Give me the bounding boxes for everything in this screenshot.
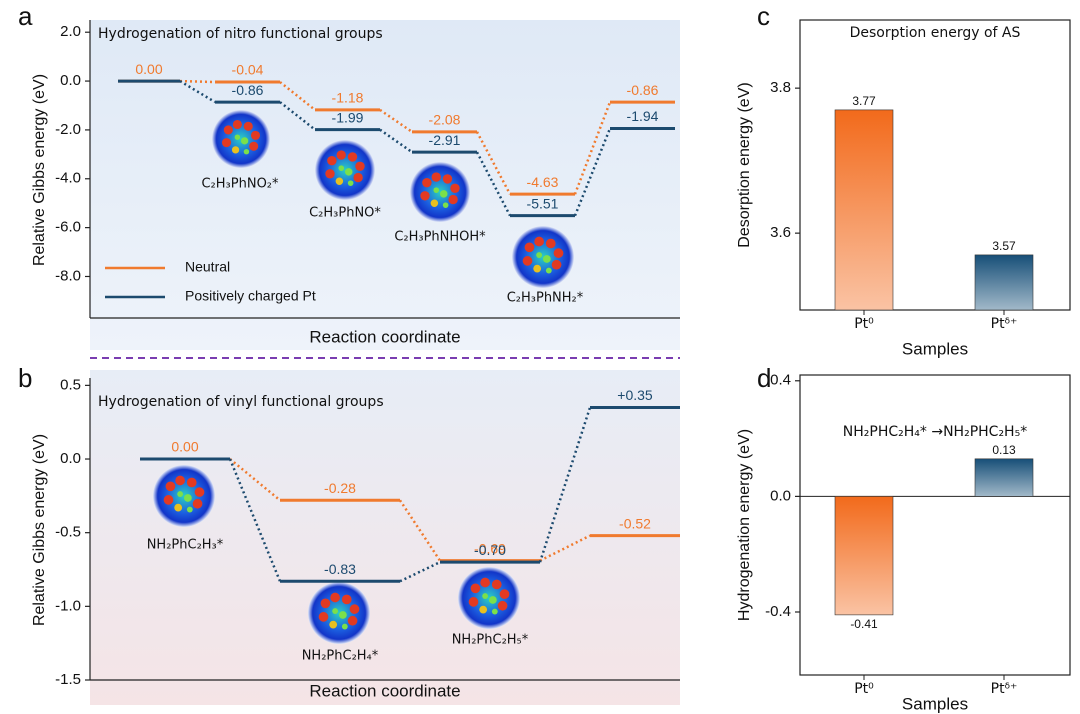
- bar: [834, 496, 894, 616]
- state-label: C₂H₃PhNHOH*: [394, 230, 486, 245]
- y-tick-label: 0.0: [770, 487, 791, 504]
- value-label: -4.63: [527, 174, 559, 190]
- value-label: -0.86: [627, 82, 659, 98]
- connector: [229, 458, 281, 502]
- molecule-image: [458, 567, 520, 629]
- connector: [379, 128, 413, 154]
- value-label: -1.94: [627, 108, 659, 124]
- x-tick-label: Pt⁰: [854, 316, 874, 332]
- panel-letter: b: [18, 363, 32, 393]
- value-label: -2.91: [429, 132, 461, 148]
- y-tick-label: -8.0: [55, 267, 81, 284]
- x-axis-label: Samples: [902, 339, 968, 358]
- connector: [398, 499, 442, 562]
- x-tick-label: Ptᵟ⁺: [991, 316, 1018, 332]
- molecule-image: [153, 465, 215, 527]
- value-label: +0.35: [617, 387, 653, 403]
- panel-letter: c: [757, 1, 770, 31]
- y-tick-label: -2.0: [55, 121, 81, 138]
- y-tick-label: 2.0: [60, 23, 81, 40]
- x-axis-label: Reaction coordinate: [309, 327, 460, 346]
- connector: [379, 108, 413, 133]
- y-tick-label: 0.4: [770, 372, 791, 389]
- state-label: NH₂PhC₂H₅*: [452, 633, 529, 648]
- value-label: 0.00: [135, 61, 162, 77]
- x-axis-label: Samples: [902, 694, 968, 713]
- chart-title: Desorption energy of AS: [850, 25, 1021, 41]
- connector: [179, 79, 216, 104]
- y-tick-label: -0.5: [55, 524, 81, 541]
- value-label: 3.57: [992, 239, 1016, 253]
- y-tick-label: -1.5: [55, 671, 81, 688]
- y-tick-label: 0.0: [60, 72, 81, 89]
- connector: [538, 407, 592, 563]
- y-axis-label: Desorption energy (eV): [736, 82, 753, 247]
- value-label: -0.41: [850, 617, 878, 631]
- state-label: C₂H₃PhNO₂*: [201, 177, 279, 192]
- panel-letter: d: [757, 363, 771, 393]
- connector: [475, 151, 512, 217]
- state-label: C₂H₃PhNH₂*: [507, 291, 584, 306]
- molecule-image: [512, 226, 574, 288]
- value-label: -0.04: [232, 62, 264, 78]
- value-label: -0.83: [324, 561, 356, 577]
- connector: [179, 79, 216, 84]
- y-axis-label: Relative Gibbs energy (eV): [31, 74, 48, 266]
- legend-label: Positively charged Pt: [185, 288, 316, 304]
- panel-background: [90, 370, 680, 705]
- value-label: 0.13: [992, 443, 1016, 457]
- chart-title: Hydrogenation of vinyl functional groups: [98, 394, 384, 410]
- value-label: -0.86: [232, 82, 264, 98]
- x-axis-label: Reaction coordinate: [309, 681, 460, 700]
- value-label: -0.69: [474, 540, 506, 556]
- bar: [834, 109, 894, 311]
- bar: [974, 458, 1034, 497]
- x-tick-label: Ptᵟ⁺: [991, 681, 1018, 697]
- connector: [573, 101, 612, 195]
- y-axis-label: Hydrogenation energy (eV): [736, 429, 753, 621]
- state-label: NH₂PhC₂H₃*: [147, 538, 224, 553]
- y-tick-label: 3.8: [770, 79, 791, 96]
- y-axis-label: Relative Gibbs energy (eV): [31, 434, 48, 626]
- x-tick-label: Pt⁰: [854, 681, 874, 697]
- plot-frame: [799, 19, 1071, 311]
- value-label: 3.77: [852, 94, 876, 108]
- bar: [974, 254, 1034, 311]
- connector: [573, 127, 612, 217]
- value-label: -1.18: [332, 90, 364, 106]
- connector: [228, 458, 282, 582]
- connector: [539, 534, 591, 562]
- chart-title: NH₂PHC₂H₄* →NH₂PHC₂H₅*: [843, 424, 1027, 440]
- value-label: -0.28: [324, 480, 356, 496]
- connector: [399, 561, 441, 583]
- value-label: -0.52: [619, 515, 651, 531]
- molecule-image: [212, 110, 270, 168]
- y-tick-label: -6.0: [55, 219, 81, 236]
- y-tick-label: 0.0: [60, 450, 81, 467]
- legend-label: Neutral: [185, 259, 230, 275]
- value-label: 0.00: [171, 439, 198, 455]
- molecule-image: [315, 140, 375, 200]
- panel-letter: a: [18, 1, 33, 31]
- y-tick-label: -0.4: [765, 603, 791, 620]
- y-tick-label: -4.0: [55, 170, 81, 187]
- y-tick-label: 0.5: [60, 376, 81, 393]
- state-label: C₂H₃PhNO*: [309, 206, 381, 221]
- molecule-image: [308, 582, 370, 644]
- chart-title: Hydrogenation of nitro functional groups: [98, 26, 383, 42]
- value-label: -5.51: [527, 195, 559, 211]
- plot-frame: [799, 374, 1071, 676]
- value-label: -2.08: [429, 112, 461, 128]
- value-label: -1.99: [332, 109, 364, 125]
- molecule-image: [410, 162, 470, 222]
- connector: [475, 131, 512, 195]
- value-label: -0.70: [474, 542, 506, 558]
- y-tick-label: 3.6: [770, 224, 791, 241]
- y-tick-label: -1.0: [55, 597, 81, 614]
- state-label: NH₂PhC₂H₄*: [302, 649, 379, 664]
- panel-background: [90, 20, 680, 350]
